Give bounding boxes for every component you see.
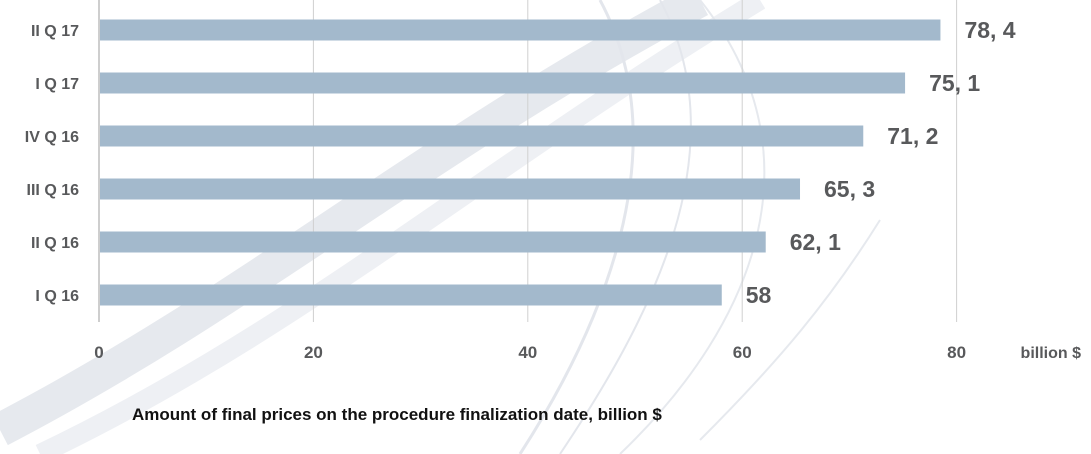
x-unit-label: billion $ bbox=[1021, 345, 1082, 362]
category-label: III Q 16 bbox=[27, 182, 80, 199]
value-label: 58 bbox=[746, 282, 772, 308]
value-label: 75, 1 bbox=[929, 70, 980, 96]
category-label: II Q 17 bbox=[31, 23, 79, 40]
x-tick-labels: 0 20 40 60 80 bbox=[94, 343, 966, 362]
value-label: 62, 1 bbox=[790, 229, 841, 255]
value-label: 65, 3 bbox=[824, 176, 875, 202]
bar bbox=[100, 284, 722, 306]
bar bbox=[100, 72, 906, 94]
background-swoosh-decoration bbox=[0, 0, 881, 454]
bar bbox=[100, 125, 864, 147]
bar bbox=[100, 178, 801, 200]
x-tick-label: 80 bbox=[947, 343, 966, 362]
value-label: 78, 4 bbox=[964, 17, 1015, 43]
chart-title: Amount of final prices on the procedure … bbox=[132, 405, 662, 424]
category-label: I Q 16 bbox=[35, 288, 79, 305]
bars bbox=[100, 19, 941, 306]
value-labels: 78, 4 75, 1 71, 2 65, 3 62, 1 58 bbox=[746, 17, 1016, 308]
category-labels: II Q 17 I Q 17 IV Q 16 III Q 16 II Q 16 I Q 1… bbox=[25, 23, 79, 305]
category-label: IV Q 16 bbox=[25, 129, 79, 146]
bar bbox=[100, 19, 941, 41]
value-label: 71, 2 bbox=[887, 123, 938, 149]
category-label: I Q 17 bbox=[35, 76, 79, 93]
x-tick-label: 40 bbox=[518, 343, 537, 362]
category-label: II Q 16 bbox=[31, 235, 79, 252]
x-tick-label: 20 bbox=[304, 343, 323, 362]
bar bbox=[100, 231, 766, 253]
x-tick-label: 60 bbox=[733, 343, 752, 362]
grid-lines bbox=[312, 0, 958, 322]
x-tick-label: 0 bbox=[94, 343, 103, 362]
